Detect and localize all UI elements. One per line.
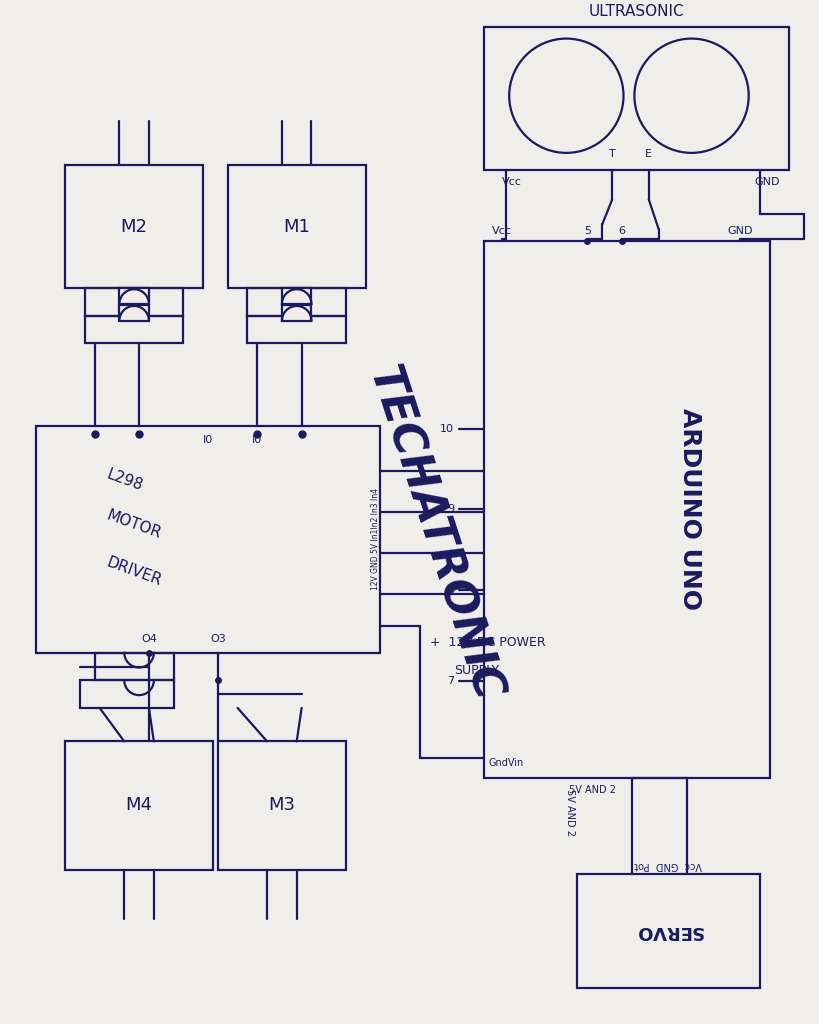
Bar <box>228 165 365 288</box>
Text: Vcc: Vcc <box>501 177 522 186</box>
Bar <box>85 315 183 343</box>
Text: TECHATRONIC: TECHATRONIC <box>360 361 509 708</box>
Bar <box>35 426 381 652</box>
Bar <box>95 652 174 680</box>
Bar <box>247 315 346 343</box>
Text: L298: L298 <box>105 467 145 494</box>
Text: M3: M3 <box>269 797 296 814</box>
Bar <box>577 874 760 988</box>
Text: 5V AND 2: 5V AND 2 <box>564 788 575 836</box>
Text: I0: I0 <box>203 435 213 445</box>
Text: M2: M2 <box>120 218 147 236</box>
Text: DRIVER: DRIVER <box>105 555 164 589</box>
Text: E: E <box>645 150 652 160</box>
Text: SUPPLY: SUPPLY <box>455 664 500 677</box>
Text: 9: 9 <box>447 505 455 514</box>
Text: ULTRASONIC: ULTRASONIC <box>589 4 685 19</box>
Bar <box>85 288 183 315</box>
Bar <box>282 305 311 321</box>
Text: T: T <box>609 150 616 160</box>
Text: 6: 6 <box>618 226 626 237</box>
Text: 10: 10 <box>441 424 455 434</box>
Text: GND: GND <box>754 177 780 186</box>
Text: MOTOR: MOTOR <box>105 508 164 542</box>
Text: SERVO: SERVO <box>635 922 703 940</box>
Bar <box>66 741 213 869</box>
Bar <box>80 680 174 708</box>
Text: +  12V DC POWER: + 12V DC POWER <box>430 636 545 649</box>
Bar <box>247 288 346 315</box>
Text: 5: 5 <box>584 226 590 237</box>
Text: 12V GND 5V In1In2 In3 In4: 12V GND 5V In1In2 In3 In4 <box>371 488 380 591</box>
Text: I0: I0 <box>252 435 262 445</box>
Text: Vcc  GND  Pot: Vcc GND Pot <box>635 859 703 869</box>
Bar <box>484 28 790 170</box>
Text: O3: O3 <box>210 634 226 644</box>
Text: GND: GND <box>727 226 753 237</box>
Bar <box>484 241 770 778</box>
Bar <box>120 288 149 304</box>
Text: Vcc: Vcc <box>491 226 512 237</box>
Bar <box>282 288 311 304</box>
Bar <box>120 305 149 321</box>
Text: O4: O4 <box>141 634 157 644</box>
Text: M1: M1 <box>283 218 310 236</box>
Text: ARDUINO UNO: ARDUINO UNO <box>677 409 702 610</box>
Text: 7: 7 <box>447 676 455 686</box>
Bar <box>218 741 346 869</box>
Text: 8: 8 <box>447 585 455 595</box>
Text: M4: M4 <box>125 797 152 814</box>
Text: GndVin: GndVin <box>489 758 524 768</box>
Bar <box>66 165 203 288</box>
Text: 5V AND 2: 5V AND 2 <box>569 784 616 795</box>
